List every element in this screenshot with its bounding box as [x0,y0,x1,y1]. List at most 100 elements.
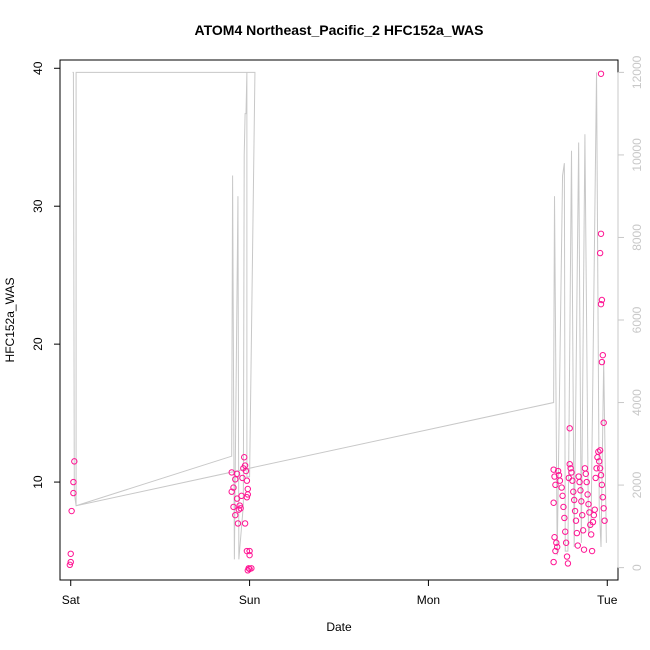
data-point-93 [597,471,605,479]
data-point-107 [597,70,605,77]
data-point-88 [593,465,600,472]
y-tick-label-40: 40 [31,61,45,75]
data-point-10 [232,476,239,483]
data-point-40 [550,499,557,506]
data-point-41 [553,539,560,546]
series-line-0 [72,71,607,560]
data-point-71 [578,498,585,505]
y2-tick-label-4000: 4000 [630,389,644,416]
data-point-72 [579,511,586,519]
data-point-91 [596,458,603,465]
data-point-31 [246,551,253,559]
data-point-79 [585,500,592,508]
data-point-86 [591,506,598,513]
y2-tick-label-6000: 6000 [630,306,644,333]
data-point-64 [571,507,579,515]
data-point-17 [236,502,243,509]
data-point-1 [70,478,77,486]
data-point-5 [67,558,74,566]
x-tick-label-tue: Tue [597,593,618,607]
data-point-51 [560,503,567,511]
series-layer [66,70,608,574]
x-axis-label: Date [326,620,352,634]
data-point-29 [241,520,249,527]
data-point-83 [588,547,596,555]
data-point-54 [562,539,570,546]
data-point-66 [573,529,581,537]
data-point-6 [66,561,74,569]
x-tick-label-sat: Sat [62,593,81,607]
data-point-0 [71,458,78,465]
x-tick-label-sun: Sun [239,593,260,607]
data-point-26 [244,485,251,493]
data-point-74 [580,546,588,553]
y-axis-right: 0 2000 4000 6000 8000 10000 12000 [617,55,644,571]
data-point-27 [244,491,251,498]
data-point-24 [242,467,250,475]
data-point-75 [581,465,589,472]
data-point-35 [245,565,252,572]
data-point-45 [550,558,557,566]
data-point-104 [596,249,604,257]
data-point-103 [599,351,606,359]
data-point-96 [600,505,607,512]
data-point-42 [553,543,561,551]
x-tick-label-mon: Mon [417,593,440,607]
data-point-32 [246,547,253,555]
data-point-94 [598,481,606,489]
y-axis-label: HFC152a_WAS [3,278,17,363]
data-point-80 [586,509,593,516]
data-point-36 [248,565,255,572]
data-point-100 [597,300,605,308]
data-point-55 [563,553,571,560]
data-point-65 [572,517,580,524]
data-point-13 [230,503,237,511]
data-point-60 [568,469,575,476]
data-point-28 [243,494,251,501]
y-tick-label-20: 20 [31,337,45,351]
data-point-98 [566,425,573,432]
data-point-105 [597,230,605,237]
y2-tick-label-10000: 10000 [630,138,644,172]
data-point-49 [558,484,565,491]
data-point-44 [552,547,559,555]
data-point-87 [592,474,599,482]
data-point-11 [233,470,241,477]
data-point-25 [243,477,251,484]
data-point-9 [230,484,237,491]
data-point-18 [237,505,244,512]
x-axis: Sat Sun Mon Tue [62,579,618,607]
data-point-43 [551,534,558,541]
y-tick-label-10: 10 [31,475,45,489]
data-point-8 [228,488,235,495]
data-point-16 [235,506,243,513]
data-point-62 [570,488,577,495]
data-point-70 [577,487,584,494]
data-point-12 [233,495,241,502]
data-point-39 [552,481,559,489]
data-point-97 [601,517,608,524]
data-point-37 [550,466,557,473]
data-point-95 [599,494,606,501]
data-point-99 [596,447,604,454]
data-point-15 [234,520,242,527]
data-point-53 [562,528,569,535]
data-point-61 [569,477,576,484]
data-point-106 [600,419,607,426]
data-point-73 [579,527,587,534]
data-point-78 [584,491,591,498]
data-point-82 [587,531,595,538]
data-point-84 [589,518,597,526]
data-point-59 [567,465,574,472]
data-point-77 [583,478,590,486]
data-point-3 [68,507,75,515]
y2-tick-label-0: 0 [630,564,644,571]
data-point-4 [67,550,74,557]
data-point-90 [595,448,602,455]
data-point-76 [582,470,590,477]
chart-title: ATOM4 Northeast_Pacific_2 HFC152a_WAS [195,22,484,38]
data-point-56 [564,560,572,567]
data-point-46 [554,467,562,475]
y-tick-label-30: 30 [31,199,45,213]
